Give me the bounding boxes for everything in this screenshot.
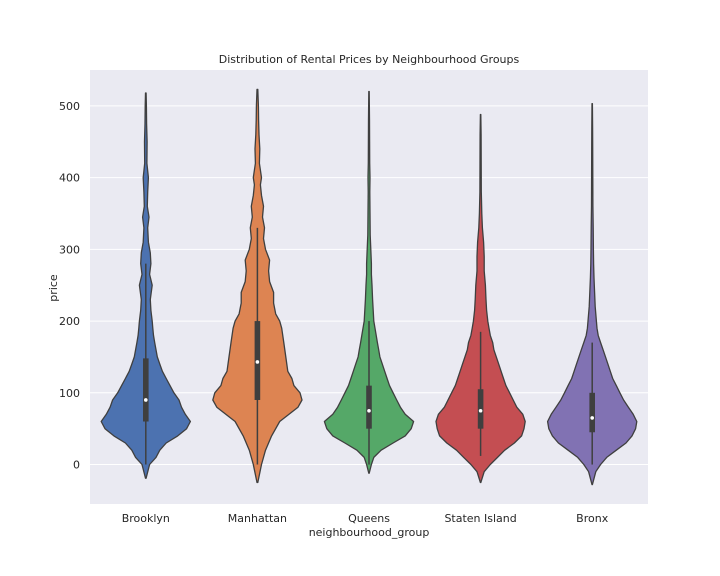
violin-iqr-box	[366, 385, 372, 429]
y-tick-label: 100	[59, 387, 80, 400]
y-tick-label: 400	[59, 172, 80, 185]
violin-median-point	[367, 408, 371, 413]
y-axis-ticks: 0 100 200 300 400 500	[59, 100, 80, 472]
y-tick-label: 200	[59, 315, 80, 328]
violin-median-point	[144, 398, 148, 402]
violin-median-point	[255, 360, 260, 364]
y-tick-label: 500	[59, 100, 80, 113]
y-tick-label: 0	[73, 459, 80, 472]
x-axis-ticks: Brooklyn Manhattan Queens Staten Island Bron…	[122, 512, 609, 525]
violins	[100, 88, 638, 486]
violin-staten-island	[435, 113, 526, 484]
violin-body	[323, 90, 415, 474]
chart-title: Distribution of Rental Prices by Neighbo…	[219, 53, 520, 66]
x-tick-label: Brooklyn	[122, 512, 170, 525]
y-axis-label: price	[47, 274, 60, 302]
violin-median-point	[478, 408, 483, 413]
violin-body	[435, 113, 526, 484]
violin-brooklyn	[100, 92, 192, 479]
x-tick-label: Bronx	[576, 512, 609, 525]
violin-iqr-box	[143, 358, 149, 422]
violin-manhattan	[212, 88, 303, 484]
y-tick-label: 300	[59, 243, 80, 256]
violin-queens	[323, 90, 415, 474]
violin-median-point	[590, 416, 594, 420]
x-tick-label: Staten Island	[444, 512, 516, 525]
violin-body	[546, 103, 638, 486]
x-tick-label: Manhattan	[228, 512, 287, 525]
x-axis-label: neighbourhood_group	[309, 526, 430, 539]
violin-bronx	[546, 103, 638, 486]
violin-iqr-box	[589, 392, 595, 433]
x-tick-label: Queens	[348, 512, 390, 525]
